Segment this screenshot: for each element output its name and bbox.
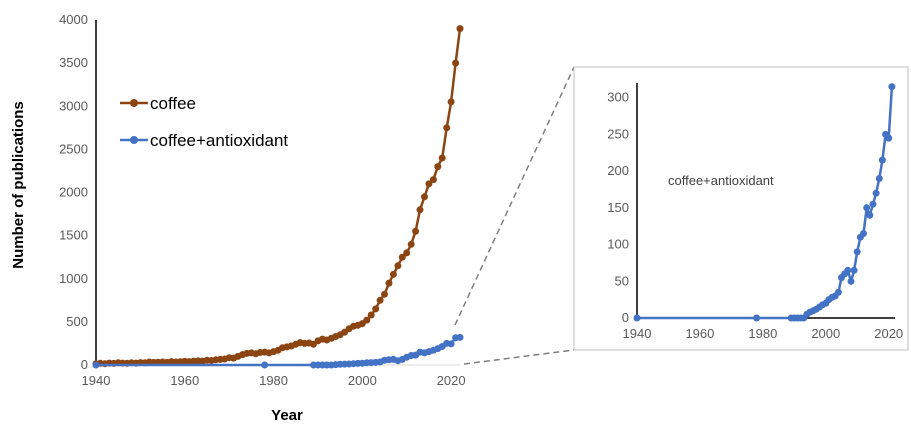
inset-series — [633, 83, 896, 322]
inset-x-tick-2020: 2020 — [874, 326, 903, 341]
legend-label-coffee-antioxidant: coffee+antioxidant — [150, 131, 288, 150]
inset-y-tick-250: 250 — [607, 126, 629, 141]
main-series-0-point — [434, 163, 442, 171]
inset-x-tick-2000: 2000 — [811, 326, 840, 341]
main-x-tick-1980: 1980 — [259, 373, 288, 388]
main-series — [92, 25, 464, 369]
legend-entry-coffee: coffee — [120, 94, 196, 113]
main-series-0-point — [407, 240, 415, 248]
main-x-tick-1940: 1940 — [82, 373, 111, 388]
inset-y-tick-100: 100 — [607, 237, 629, 252]
inset-series-0-point — [885, 134, 893, 142]
inset-series-0-point — [888, 83, 896, 91]
inset-series-0-point — [866, 211, 874, 219]
inset-series-0-point — [875, 175, 883, 182]
main-series-0-point — [372, 305, 380, 313]
inset-annotation: coffee+antioxidant — [668, 173, 774, 188]
main-series-0-point — [398, 253, 406, 261]
inset-series-0-point — [869, 200, 877, 208]
main-series-0-point — [443, 124, 451, 132]
inset-series-0-point — [753, 314, 761, 322]
main-y-tick-1000: 1000 — [59, 271, 88, 286]
main-series-1-point — [261, 361, 269, 369]
zoom-connector-top — [454, 66, 575, 326]
y-axis-title: Number of publications — [10, 101, 27, 269]
inset-series-0-point — [872, 189, 880, 197]
inset-series-0-point — [633, 314, 641, 322]
main-series-0-point — [363, 316, 371, 324]
main-series-0-point — [452, 59, 460, 67]
inset-y-tick-50: 50 — [615, 273, 629, 288]
main-series-0-point — [447, 98, 455, 106]
inset-y-tick-200: 200 — [607, 163, 629, 178]
inset-y-tick-0: 0 — [622, 310, 629, 325]
main-series-0-point — [456, 25, 464, 33]
inset-series-0-point — [834, 288, 842, 296]
main-series-0-point — [438, 154, 446, 162]
main-series-0-point — [429, 176, 437, 184]
main-x-tick-2000: 2000 — [348, 373, 377, 388]
main-series-line-0 — [95, 28, 462, 365]
main-y-tick-2000: 2000 — [59, 185, 88, 200]
x-axis-title: Year — [271, 407, 303, 424]
inset-x-tick-1960: 1960 — [685, 326, 714, 341]
inset-series-0-point — [850, 266, 858, 274]
main-y-tick-4000: 4000 — [59, 12, 88, 27]
main-y-tick-500: 500 — [66, 314, 88, 329]
main-y-tick-0: 0 — [81, 357, 88, 372]
main-chart: 0 500 1000 1500 2000 2500 3000 3500 4000 1940 196… — [10, 12, 466, 424]
inset-series-0-point — [863, 204, 871, 212]
main-y-tick-labels: 0 500 1000 1500 2000 2500 3000 3500 4000 — [59, 12, 88, 372]
main-series-0-point — [421, 193, 428, 201]
main-series-0-point — [425, 180, 433, 188]
main-series-0-point — [385, 279, 393, 287]
main-y-tick-2500: 2500 — [59, 141, 88, 156]
main-x-tick-1960: 1960 — [170, 373, 199, 388]
zoom-connector-bottom — [463, 349, 575, 365]
inset-series-0-point — [847, 277, 855, 285]
main-series-1-point — [447, 340, 455, 348]
main-y-tick-1500: 1500 — [59, 228, 88, 243]
inset-x-tick-labels: 1940 1960 1980 2000 2020 — [623, 326, 904, 341]
legend-label-coffee: coffee — [150, 94, 196, 113]
main-series-0-point — [394, 262, 402, 270]
legend-marker-coffee-antioxidant — [130, 136, 138, 144]
main-y-tick-3000: 3000 — [59, 98, 88, 113]
main-series-1-point — [456, 333, 464, 341]
legend: coffee coffee+antioxidant — [120, 94, 288, 150]
inset-series-0-point — [878, 156, 886, 164]
legend-marker-coffee — [130, 99, 138, 107]
inset-x-tick-1980: 1980 — [748, 326, 777, 341]
main-series-0-point — [367, 311, 375, 319]
inset-series-0-point — [860, 230, 867, 237]
inset-frame — [573, 66, 909, 351]
main-series-0-point — [381, 290, 388, 298]
inset-x-tick-1940: 1940 — [623, 326, 652, 341]
inset-y-tick-labels: 0 50 100 150 200 250 300 — [607, 90, 629, 325]
legend-entry-coffee-antioxidant: coffee+antioxidant — [120, 131, 288, 150]
main-y-tick-3500: 3500 — [59, 55, 88, 70]
main-series-1-point — [92, 361, 100, 369]
inset-y-tick-300: 300 — [607, 90, 629, 105]
main-series-0-point — [403, 249, 411, 257]
main-x-tick-labels: 1940 1960 1980 2000 2020 — [82, 373, 466, 388]
inset-series-0-point — [844, 266, 852, 274]
inset-y-tick-150: 150 — [607, 200, 629, 215]
main-series-0-point — [389, 270, 397, 278]
main-x-tick-2020: 2020 — [437, 373, 466, 388]
inset-series-0-point — [853, 248, 861, 256]
main-series-0-point — [416, 206, 424, 214]
main-series-0-point — [412, 227, 420, 235]
main-series-0-point — [376, 296, 384, 304]
